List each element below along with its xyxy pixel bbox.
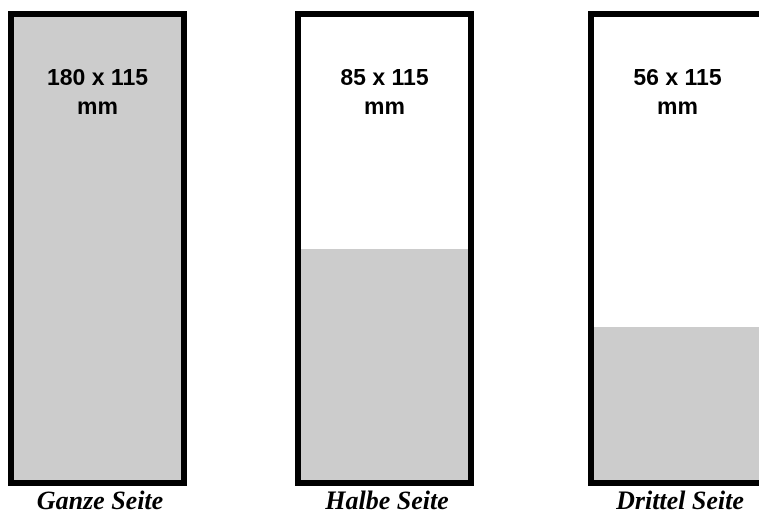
- size-unit-text: mm: [657, 93, 698, 119]
- panel-fill-full-page: [14, 17, 181, 480]
- panel-size-label-half-page: 85 x 115 mm: [301, 63, 468, 121]
- panel-size-label-third-page: 56 x 115 mm: [594, 63, 759, 121]
- size-dimensions-text: 56 x 115: [633, 64, 722, 90]
- size-unit-text: mm: [77, 93, 118, 119]
- panel-size-label-full-page: 180 x 115 mm: [14, 63, 181, 121]
- panel-fill-third-page: [594, 327, 759, 480]
- size-dimensions-text: 85 x 115: [340, 64, 429, 90]
- caption-third-page: Drittel Seite: [616, 486, 744, 515]
- caption-half-page: Halbe Seite: [325, 486, 449, 515]
- panel-half-page: 85 x 115 mm: [295, 11, 474, 486]
- caption-full-page: Ganze Seite: [36, 486, 164, 515]
- size-unit-text: mm: [364, 93, 405, 119]
- size-dimensions-text: 180 x 115: [46, 64, 149, 90]
- panel-third-page: 56 x 115 mm: [588, 11, 759, 486]
- panel-full-page: 180 x 115 mm: [8, 11, 187, 486]
- panel-fill-half-page: [301, 248, 468, 480]
